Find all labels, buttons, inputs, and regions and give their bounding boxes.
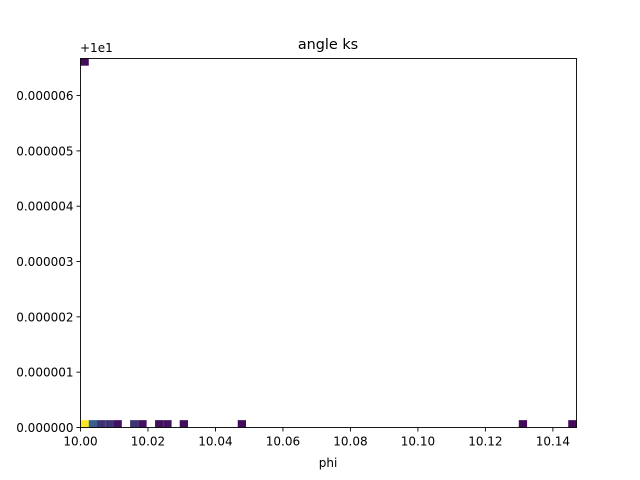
y-tick-label: 0.000002 — [16, 310, 73, 324]
x-tick-label: 10.12 — [468, 435, 502, 449]
heatmap-cell — [105, 420, 114, 428]
y-tick-label: 0.000000 — [16, 421, 73, 435]
heatmap-cell — [138, 420, 147, 428]
heatmap-cell — [113, 420, 122, 428]
y-offset-label: +1e1 — [80, 41, 113, 55]
x-tick-label: 10.06 — [266, 435, 300, 449]
heatmap-cell — [88, 420, 98, 428]
y-tick-label: 0.000004 — [16, 200, 73, 214]
chart-title: angle ks — [298, 37, 358, 53]
heatmap-cell — [130, 420, 139, 428]
x-tick-label: 10.04 — [198, 435, 232, 449]
heatmap-cell — [155, 420, 164, 428]
x-tick-label: 10.02 — [131, 435, 165, 449]
y-tick-label: 0.000003 — [16, 255, 73, 269]
x-tick-label: 10.00 — [63, 435, 97, 449]
heatmap-cell — [80, 58, 89, 66]
x-axis: 10.00 10.02 10.04 10.06 10.08 10.10 10.12 10.14 — [63, 427, 570, 449]
heatmap-cell — [80, 420, 89, 428]
heatmap-cells — [80, 58, 577, 428]
heatmap-cell — [97, 420, 106, 428]
x-tick-label: 10.08 — [333, 435, 367, 449]
y-tick-label: 0.000006 — [16, 89, 73, 103]
x-tick-label: 10.14 — [536, 435, 570, 449]
heatmap-cell — [237, 420, 247, 428]
heatmap-cell — [518, 420, 528, 428]
plot-area-frame — [80, 58, 577, 428]
y-axis: 0.000000 0.000001 0.000002 0.000003 0.000004… — [16, 89, 81, 435]
heatmap-cell — [179, 420, 188, 428]
x-axis-label: phi — [319, 456, 338, 470]
heatmap-cell — [568, 420, 577, 428]
x-tick-label: 10.10 — [401, 435, 435, 449]
y-tick-label: 0.000001 — [16, 366, 73, 380]
y-tick-label: 0.000005 — [16, 144, 73, 158]
heatmap-cell — [163, 420, 172, 428]
